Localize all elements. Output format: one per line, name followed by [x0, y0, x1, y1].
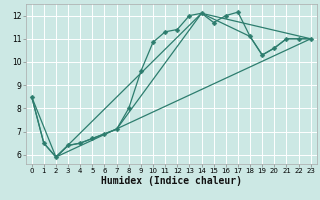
X-axis label: Humidex (Indice chaleur): Humidex (Indice chaleur): [101, 176, 242, 186]
